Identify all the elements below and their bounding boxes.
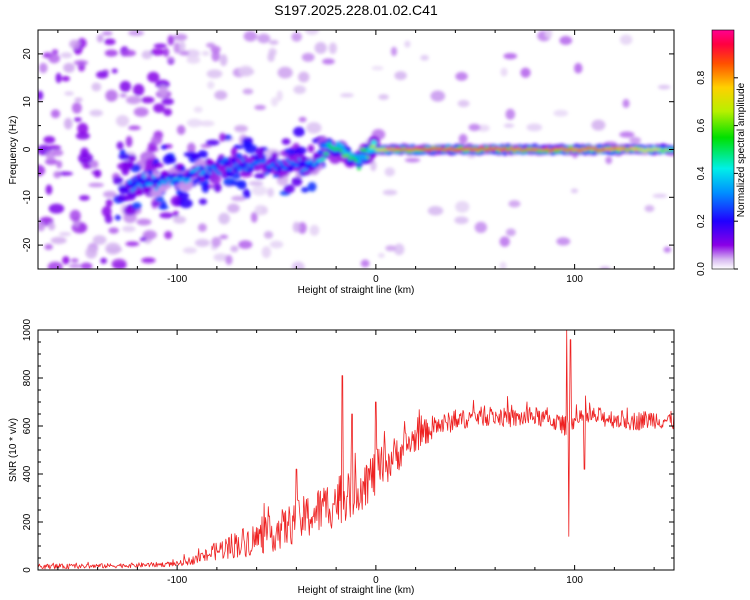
snr-ytick-label: 200 xyxy=(22,513,33,530)
spectrogram-ytick-label: -10 xyxy=(22,190,33,205)
snr-ytick-label: 1000 xyxy=(22,318,33,341)
spectrogram-ytick-label: 20 xyxy=(22,48,33,60)
snr-xtick-label: 0 xyxy=(373,575,379,586)
snr-ylabel: SNR (10 * v/v) xyxy=(8,418,19,482)
colorbar: 0.0 0.2 0.4 0.6 0.8 Normalized spectral ampl… xyxy=(696,29,747,276)
spectrogram-xtick-label: 100 xyxy=(566,274,583,285)
spectrogram-ytick-label: 10 xyxy=(22,96,33,108)
colorbar-tick-label: 0.2 xyxy=(696,214,707,228)
spectrogram-xtick-label: 0 xyxy=(373,274,379,285)
colorbar-label: Normalized spectral amplitude xyxy=(736,82,747,217)
colorbar-tick-label: 0.6 xyxy=(696,118,707,132)
spectrogram-image xyxy=(38,30,674,269)
spectrogram-xlabel: Height of straight line (km) xyxy=(298,285,415,296)
spectrogram-ytick-label: 0 xyxy=(22,146,33,152)
snr-ytick-label: 0 xyxy=(22,567,33,573)
colorbar-ticks: 0.0 0.2 0.4 0.6 0.8 xyxy=(696,70,738,276)
spectrogram-ylabel: Frequency (Hz) xyxy=(8,116,19,185)
spectrogram-ytick-label: -20 xyxy=(22,237,33,252)
snr-ytick-label: 400 xyxy=(22,465,33,482)
colorbar-tick-label: 0.4 xyxy=(696,166,707,180)
spectrogram-xtick-label: -100 xyxy=(167,274,187,285)
snr-xlabel: Height of straight line (km) xyxy=(298,585,415,596)
snr-series-line xyxy=(38,330,674,570)
snr-ytick-label: 800 xyxy=(22,369,33,386)
colorbar-tick-label: 0.8 xyxy=(696,70,707,84)
figure-title: S197.2025.228.01.02.C41 xyxy=(274,2,438,18)
colorbar-gradient xyxy=(711,29,735,270)
snr-background xyxy=(38,330,674,570)
colorbar-tick-label: 0.0 xyxy=(696,262,707,276)
snr-xtick-label: 100 xyxy=(566,575,583,586)
snr-ytick-label: 600 xyxy=(22,417,33,434)
snr-xtick-label: -100 xyxy=(167,575,187,586)
